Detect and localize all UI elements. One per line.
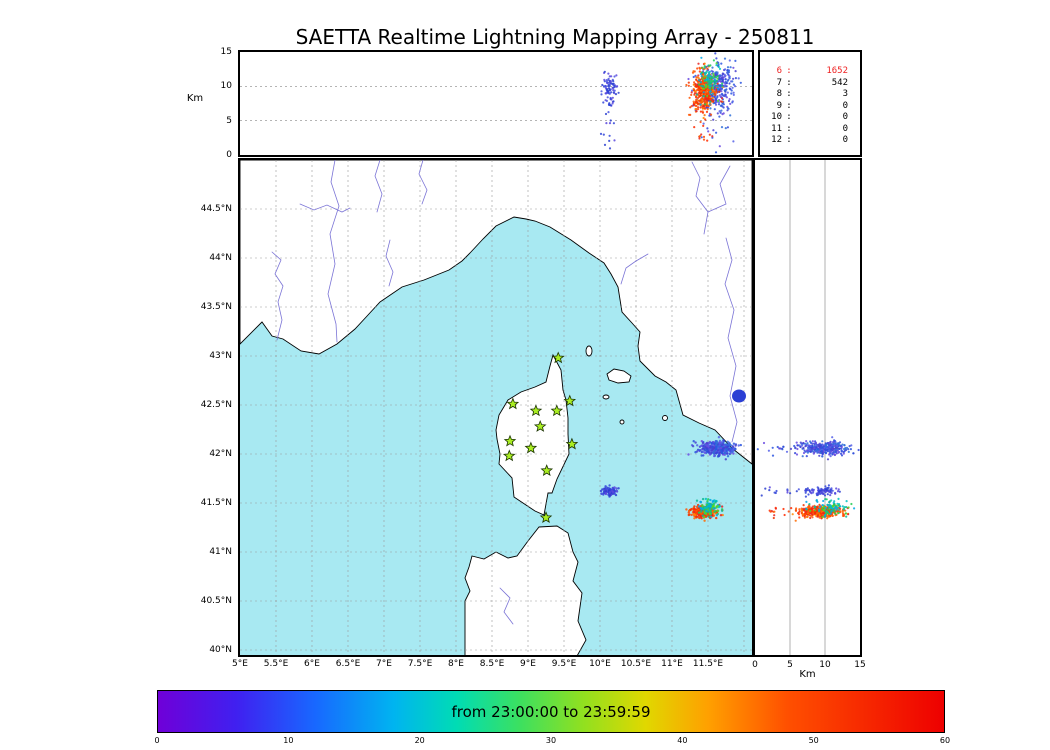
capraia-island — [585, 345, 593, 357]
altitude-gridlines — [240, 85, 752, 122]
latitude-tick-label: 44°N — [209, 253, 232, 263]
station-marker — [506, 397, 520, 410]
station-markers — [502, 351, 579, 523]
map-plot — [240, 160, 752, 655]
corsica — [495, 353, 570, 516]
station-marker — [503, 434, 517, 447]
colorbar-tick-label: 10 — [283, 736, 294, 745]
altitude-axis-label: Km — [186, 93, 204, 104]
latitude-tick-label: 40.5°N — [200, 596, 232, 606]
giglio-island — [662, 415, 668, 421]
station-marker — [565, 437, 579, 450]
longitude-tick-label: 11.5°E — [692, 659, 724, 669]
altitude-vs-latitude-panel — [753, 158, 862, 657]
station-marker — [550, 404, 564, 417]
sardinia — [464, 525, 587, 655]
colorbar-tick-label: 0 — [154, 736, 160, 745]
station-marker — [533, 420, 547, 432]
latitude-tick-label: 44.5°N — [200, 204, 232, 214]
colorbar-tick-label: 40 — [677, 736, 688, 745]
station-marker — [524, 441, 538, 454]
source-count-row: 8:3 — [776, 89, 848, 99]
station-marker — [540, 464, 554, 476]
altitude-vs-longitude-panel — [238, 50, 754, 157]
longitude-tick-label: 7.5°E — [407, 659, 433, 669]
time-colorbar: from 23:00:00 to 23:59:59 — [157, 690, 945, 733]
montecristo-island — [619, 419, 625, 425]
graticule — [240, 160, 752, 655]
pianosa-island — [602, 394, 610, 400]
colorbar-tick-label: 60 — [939, 736, 951, 745]
mainland-coast — [240, 160, 752, 465]
source-count-row: 11:0 — [771, 123, 848, 134]
longitude-tick-label: 5.5°E — [263, 659, 289, 669]
colorbar-tick-label: 20 — [414, 736, 425, 745]
station-marker — [529, 404, 543, 417]
latitude-tick-label: 42.5°N — [200, 400, 232, 410]
longitude-tick-label: 7°E — [376, 659, 392, 669]
longitude-tick-label: 8°E — [448, 659, 464, 669]
altitude-tick-label: 0 — [226, 150, 232, 160]
landmasses — [240, 160, 752, 655]
altitude-tick-label: 5 — [226, 115, 232, 126]
page-title: SAETTA Realtime Lightning Mapping Array … — [295, 25, 815, 49]
rivers — [271, 160, 738, 625]
lake-bolsena — [732, 389, 746, 403]
lightning-scatter-alt-lat — [756, 436, 860, 522]
time-window-label: from 23:00:00 to 23:59:59 — [451, 702, 651, 721]
longitude-tick-label: 8.5°E — [479, 659, 505, 669]
station-marker — [563, 394, 577, 407]
source-count-row: 10:0 — [771, 112, 848, 122]
station-marker — [502, 449, 516, 462]
latitude-tick-label: 41.5°N — [200, 498, 232, 508]
altitude-longitude-plot — [240, 52, 752, 154]
longitude-tick-label: 5°E — [232, 659, 248, 669]
elba-island — [606, 368, 632, 384]
latitude-tick-label: 41°N — [209, 547, 232, 557]
lightning-scatter-alt-lon — [599, 52, 742, 154]
colorbar-tick-label: 50 — [808, 736, 819, 745]
longitude-tick-label: 9°E — [520, 659, 536, 669]
altitude-gridlines-vertical — [789, 160, 826, 655]
longitude-tick-label: 9.5°E — [551, 659, 577, 669]
altitude-tick-label: 10 — [220, 81, 232, 92]
latitude-tick-label: 43.5°N — [200, 302, 232, 312]
source-count-row: 9:0 — [776, 100, 848, 111]
longitude-tick-label: 11°E — [661, 659, 683, 669]
source-counts-panel: 6:1652 7:542 8:3 9:0 10:0 11:0 12:0 — [758, 50, 862, 157]
lightning-scatter-map — [599, 436, 742, 522]
station-marker — [539, 511, 553, 523]
longitude-tick-label: 6°E — [304, 659, 320, 669]
latitude-tick-label: 42°N — [209, 449, 232, 459]
source-counts-rows: 6:1652 7:542 8:3 9:0 10:0 11:0 12:0 — [760, 52, 860, 147]
geographic-map-panel — [238, 158, 754, 657]
longitude-tick-label: 10.5°E — [620, 659, 652, 669]
colorbar-tick-label: 30 — [545, 736, 557, 745]
latitude-tick-label: 43°N — [209, 351, 232, 361]
source-count-row: 6:1652 — [776, 66, 848, 76]
source-count-row: 7:542 — [776, 77, 848, 88]
station-marker — [551, 351, 565, 364]
right-axis-label: Km — [799, 669, 816, 680]
altitude-latitude-plot — [756, 160, 860, 655]
longitude-tick-label: 6.5°E — [335, 659, 361, 669]
longitude-tick-label: 10°E — [589, 659, 611, 669]
source-count-row: 12:0 — [771, 135, 848, 145]
latitude-tick-label: 40°N — [209, 645, 232, 655]
